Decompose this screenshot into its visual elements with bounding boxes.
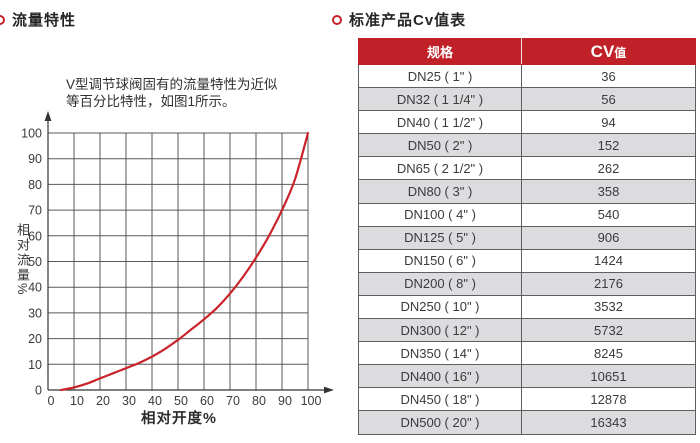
y-tick-label: 70 [28, 204, 42, 218]
x-tick-label: 90 [278, 394, 292, 408]
table-row: DN80 ( 3" ) 358 [358, 179, 696, 204]
spec-cell: DN250 ( 10" ) [358, 294, 522, 320]
y-tick-label: 50 [28, 255, 42, 269]
spec-cell: DN350 ( 14" ) [358, 341, 522, 366]
cv-cell: 94 [521, 110, 696, 135]
cv-cell: 10651 [521, 364, 696, 389]
table-row: DN32 ( 1 1/4" ) 56 [358, 87, 696, 112]
table-row: DN125 ( 5" ) 906 [358, 225, 696, 250]
spec-cell: DN40 ( 1 1/2" ) [358, 110, 522, 135]
y-tick-label: 40 [28, 281, 42, 295]
table-row: DN25 ( 1" ) 36 [358, 63, 696, 89]
cv-section-title-text: 标准产品Cv值表 [349, 12, 467, 29]
x-tick-label: 40 [148, 394, 162, 408]
cv-cell: 12878 [521, 387, 696, 412]
cv-cell: 2176 [521, 271, 696, 296]
section-bullet-icon [332, 14, 342, 25]
spec-cell: DN32 ( 1 1/4" ) [358, 87, 522, 112]
cv-cell: 262 [521, 156, 696, 181]
table-row: DN200 ( 8" ) 2176 [358, 271, 696, 296]
x-tick-label: 50 [174, 394, 188, 408]
cv-header-big-text: CV [590, 41, 615, 61]
cv-cell: 36 [521, 63, 696, 89]
cv-cell: 16343 [521, 410, 696, 435]
cv-cell: 152 [521, 133, 696, 158]
y-tick-label: 100 [21, 127, 42, 141]
chart-annotation: V型调节球阀固有的流量特性为近似 等百分比特性，如图1所示。 [66, 77, 278, 110]
spec-cell: DN200 ( 8" ) [358, 271, 522, 296]
spec-cell: DN150 ( 6" ) [358, 248, 522, 273]
y-tick-label: 60 [28, 229, 42, 243]
flow-curve [59, 131, 310, 392]
table-row: DN300 ( 12" ) 5732 [358, 318, 696, 343]
spec-cell: DN400 ( 16" ) [358, 364, 522, 389]
x-tick-label: 70 [226, 394, 240, 408]
table-row: DN400 ( 16" ) 10651 [358, 364, 696, 389]
x-axis-label: 相对开度% [141, 411, 217, 427]
table-row: DN40 ( 1 1/2" ) 94 [358, 110, 696, 135]
y-axis-arrow-icon [44, 111, 52, 121]
chart-annotation-line1: V型调节球阀固有的流量特性为近似 [66, 77, 278, 92]
x-axis-arrow-icon [324, 386, 334, 394]
table-row: DN65 ( 2 1/2" ) 262 [358, 156, 696, 181]
cv-cell: 8245 [521, 341, 696, 366]
x-tick-label: 60 [200, 394, 214, 408]
spec-cell: DN50 ( 2" ) [358, 133, 522, 158]
spec-cell: DN450 ( 18" ) [358, 387, 522, 412]
y-tick-label: 90 [28, 152, 42, 166]
spec-cell: DN300 ( 12" ) [358, 318, 522, 343]
flow-section-title: 流量特性 [0, 9, 76, 30]
flow-characteristic-chart: 0 10 20 30 40 50 60 70 80 90 100 0 10 20 30 40 50 60 70 80 9… [21, 111, 334, 408]
table-row: DN350 ( 14" ) 8245 [358, 341, 696, 366]
y-tick-label: 30 [28, 306, 42, 320]
spec-cell: DN25 ( 1" ) [358, 63, 522, 89]
x-tick-label: 80 [252, 394, 266, 408]
cv-table: 规格 CV值 DN25 ( 1" ) 36 DN32 ( 1 1/4" ) 56 D… [358, 38, 696, 435]
spec-cell: DN80 ( 3" ) [358, 179, 522, 204]
spec-cell: DN125 ( 5" ) [358, 225, 522, 250]
table-row: DN500 ( 20" ) 16343 [358, 410, 696, 435]
x-tick-label: 100 [301, 394, 322, 408]
y-tick-label: 10 [28, 358, 42, 372]
flow-section-title-text: 流量特性 [12, 12, 77, 29]
cv-cell: 56 [521, 87, 696, 112]
table-row: DN50 ( 2" ) 152 [358, 133, 696, 158]
y-tick-label: 20 [28, 332, 42, 346]
table-row: DN450 ( 18" ) 12878 [358, 387, 696, 412]
x-tick-label: 0 [48, 394, 55, 408]
table-row: DN100 ( 4" ) 540 [358, 202, 696, 227]
cv-section-title: 标准产品Cv值表 [332, 9, 466, 30]
cv-cell: 1424 [521, 248, 696, 273]
spec-cell: DN100 ( 4" ) [358, 202, 522, 227]
y-tick-label: 0 [35, 384, 42, 398]
cv-cell: 906 [521, 225, 696, 250]
cv-column-header: CV值 [521, 38, 696, 65]
cv-cell: 3532 [521, 294, 696, 320]
cv-cell: 540 [521, 202, 696, 227]
x-tick-label: 30 [122, 394, 136, 408]
table-row: DN250 ( 10" ) 3532 [358, 294, 696, 320]
y-tick-label: 80 [28, 178, 42, 192]
section-bullet-icon [0, 14, 5, 25]
cv-cell: 5732 [521, 318, 696, 343]
y-axis-label: 相对流量% [15, 223, 30, 297]
chart-annotation-line2: 等百分比特性，如图1所示。 [66, 93, 236, 109]
spec-cell: DN500 ( 20" ) [358, 410, 522, 435]
x-tick-label: 20 [96, 394, 110, 408]
x-tick-label: 10 [70, 394, 84, 408]
spec-cell: DN65 ( 2 1/2" ) [358, 156, 522, 181]
cv-cell: 358 [521, 179, 696, 204]
spec-column-header: 规格 [358, 38, 522, 65]
table-header-row: 规格 CV值 [358, 38, 696, 65]
cv-header-small-text: 值 [614, 45, 627, 60]
table-row: DN150 ( 6" ) 1424 [358, 248, 696, 273]
